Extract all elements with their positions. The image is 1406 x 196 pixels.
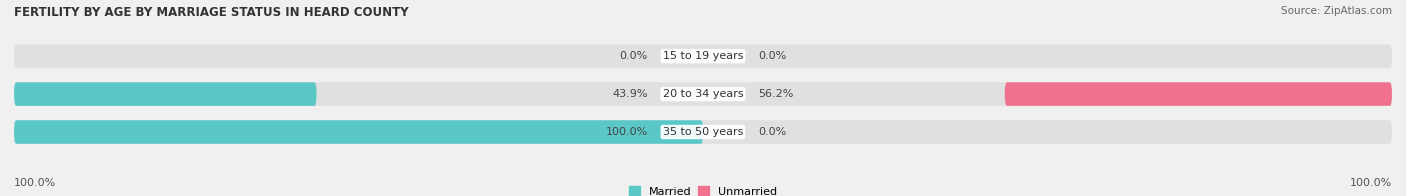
Text: 100.0%: 100.0% xyxy=(1350,178,1392,188)
Text: 0.0%: 0.0% xyxy=(758,127,786,137)
Text: Source: ZipAtlas.com: Source: ZipAtlas.com xyxy=(1281,6,1392,16)
FancyBboxPatch shape xyxy=(14,82,316,106)
FancyBboxPatch shape xyxy=(14,44,1392,68)
Text: 20 to 34 years: 20 to 34 years xyxy=(662,89,744,99)
FancyBboxPatch shape xyxy=(14,120,1392,144)
Text: 43.9%: 43.9% xyxy=(613,89,648,99)
FancyBboxPatch shape xyxy=(14,120,703,144)
Text: 0.0%: 0.0% xyxy=(758,51,786,61)
Text: 100.0%: 100.0% xyxy=(14,178,56,188)
Text: 0.0%: 0.0% xyxy=(620,51,648,61)
FancyBboxPatch shape xyxy=(14,82,1392,106)
Text: 100.0%: 100.0% xyxy=(606,127,648,137)
Legend: Married, Unmarried: Married, Unmarried xyxy=(628,186,778,196)
FancyBboxPatch shape xyxy=(1005,82,1392,106)
Text: 35 to 50 years: 35 to 50 years xyxy=(662,127,744,137)
Text: FERTILITY BY AGE BY MARRIAGE STATUS IN HEARD COUNTY: FERTILITY BY AGE BY MARRIAGE STATUS IN H… xyxy=(14,6,409,19)
Text: 15 to 19 years: 15 to 19 years xyxy=(662,51,744,61)
Text: 56.2%: 56.2% xyxy=(758,89,793,99)
